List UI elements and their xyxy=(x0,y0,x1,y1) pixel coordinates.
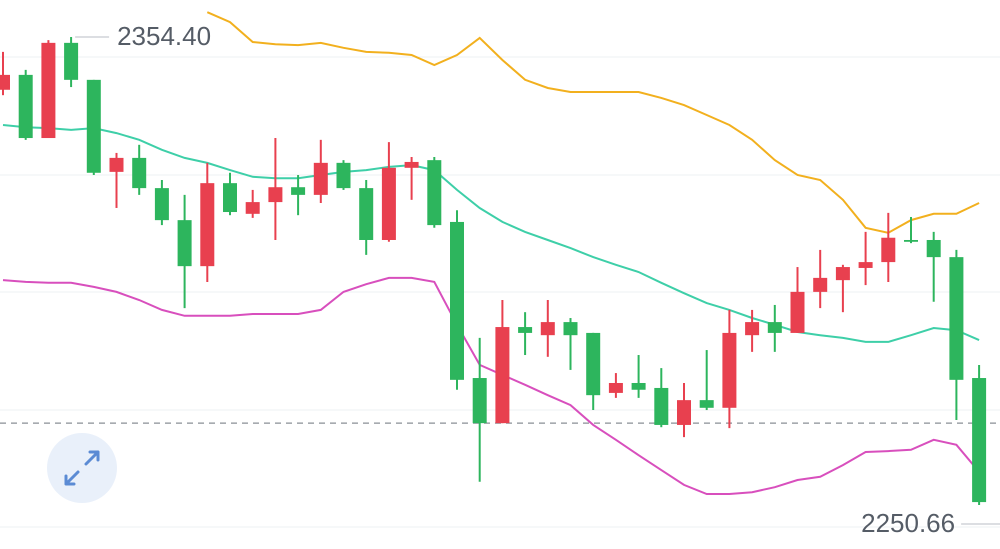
candle-body xyxy=(200,183,215,267)
candle-body xyxy=(109,157,124,172)
candle-body xyxy=(608,382,623,393)
max-label: 2354.40 xyxy=(117,21,211,51)
candle-body xyxy=(381,167,396,240)
indicator-line xyxy=(2,276,980,495)
candle-body xyxy=(359,188,374,240)
candle-body xyxy=(495,327,510,424)
candle-body xyxy=(518,327,533,333)
candle-body xyxy=(699,400,714,408)
candle-body xyxy=(154,188,169,221)
candle-body xyxy=(0,74,10,90)
candle-body xyxy=(586,332,601,396)
candle-body xyxy=(631,382,646,390)
candle-body xyxy=(291,187,306,195)
candle-body xyxy=(767,322,782,333)
candle-body xyxy=(881,237,896,263)
candle-body xyxy=(223,183,237,213)
candle-body xyxy=(336,162,351,189)
candle-body xyxy=(540,322,555,336)
candle-body xyxy=(245,202,260,214)
candle-body xyxy=(654,387,669,425)
candle-body xyxy=(677,400,691,425)
candle-body xyxy=(858,262,873,268)
candle-body xyxy=(313,162,328,195)
expand-button[interactable] xyxy=(47,433,117,503)
candle-body xyxy=(972,378,987,503)
candle-body xyxy=(472,378,487,424)
candle-body xyxy=(427,160,442,226)
candle-body xyxy=(790,291,805,333)
candle-body xyxy=(904,239,918,242)
expand-button-bg[interactable] xyxy=(47,433,117,503)
candle-body xyxy=(450,221,464,380)
candle-body xyxy=(722,332,737,408)
candle-body xyxy=(404,161,419,168)
candle-body xyxy=(64,42,79,80)
min-label: 2250.66 xyxy=(861,508,955,538)
candle-body xyxy=(41,42,56,139)
candle-body xyxy=(18,74,33,139)
candle-body xyxy=(177,220,192,267)
candle-body xyxy=(86,79,101,173)
candle-body xyxy=(813,277,828,292)
candle-body xyxy=(949,257,964,380)
candle-body xyxy=(835,267,850,281)
expand-icon[interactable] xyxy=(64,450,100,486)
candle-body xyxy=(926,239,941,258)
indicator-line xyxy=(206,11,980,234)
plot: 2354.40 2250.66 xyxy=(0,11,1000,538)
candle-body xyxy=(563,322,578,336)
candle-body xyxy=(268,187,283,203)
candle-body xyxy=(132,157,147,189)
candle-body xyxy=(745,322,760,336)
indicator-line xyxy=(2,124,980,343)
